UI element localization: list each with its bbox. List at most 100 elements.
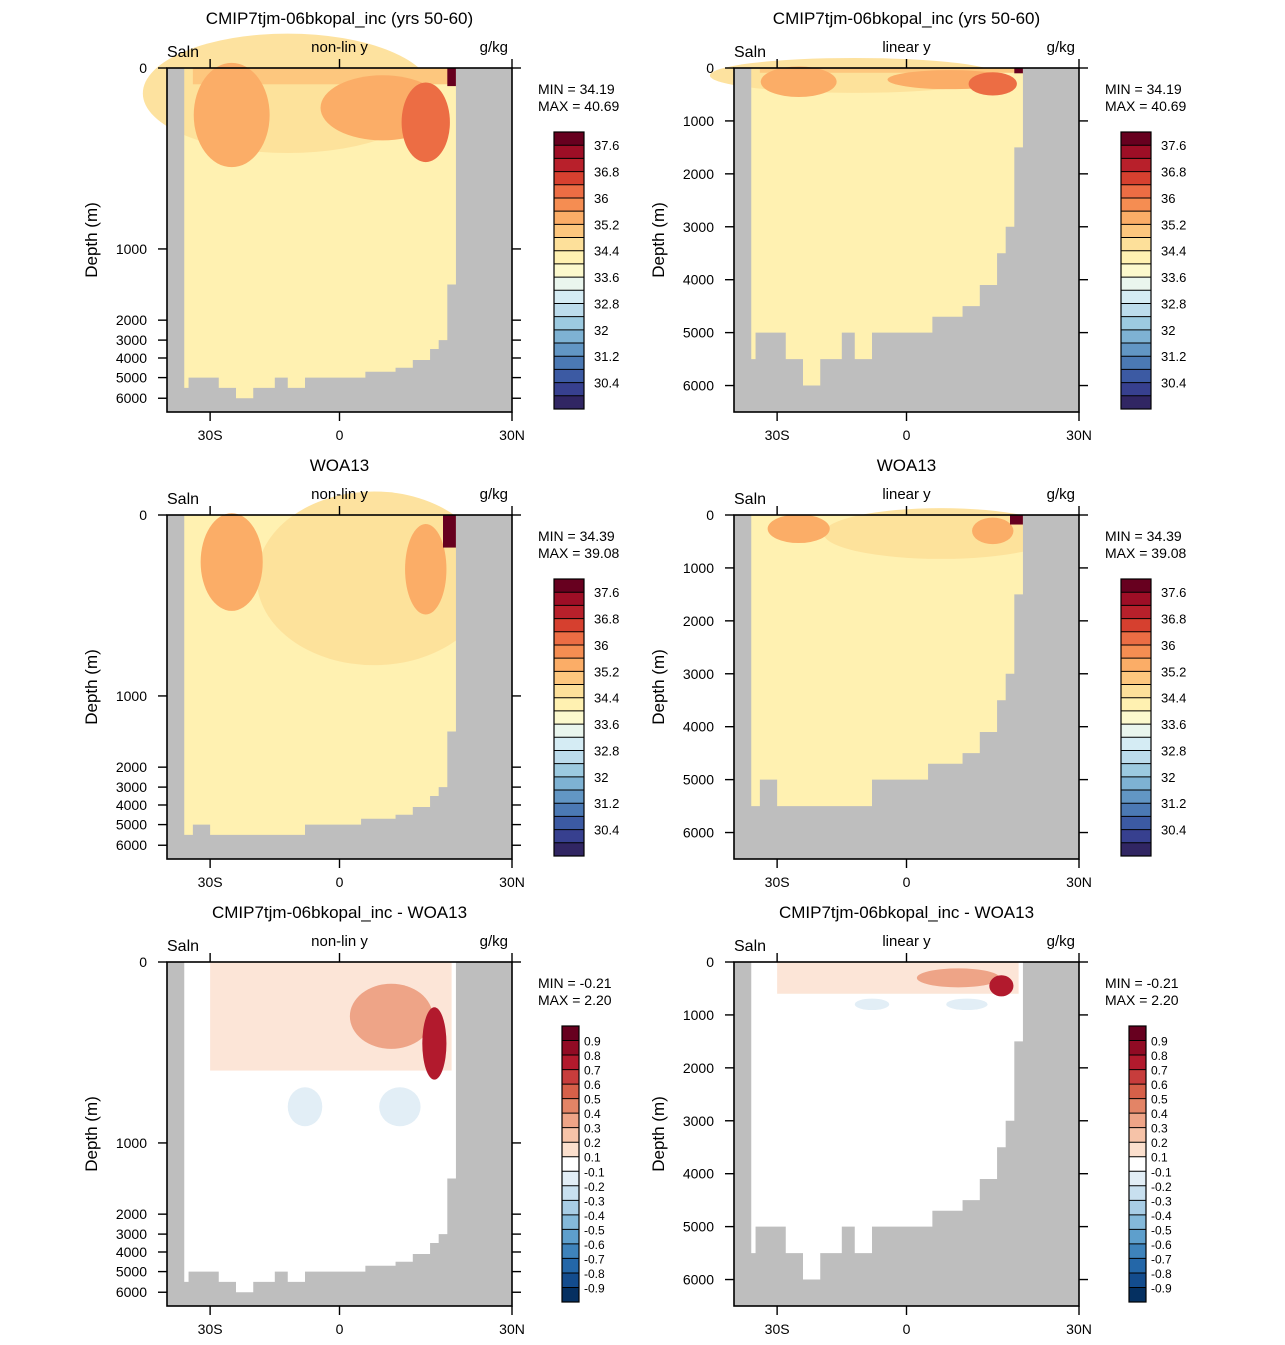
variable-label: Saln [734, 938, 766, 955]
colorbar-swatch [554, 184, 584, 199]
y-tick-label: 3000 [683, 1113, 714, 1129]
negative-anomaly [946, 998, 988, 1011]
panel-title: CMIP7tjm-06bkopal_inc (yrs 50-60) [773, 9, 1040, 28]
colorbar-swatch [554, 605, 584, 620]
colorbar-label: -0.1 [584, 1165, 605, 1179]
min-value: MIN = 34.19 [1105, 81, 1182, 97]
colorbar-swatch [562, 1026, 579, 1042]
colorbar-swatch [554, 132, 584, 146]
y-tick-label: 2000 [683, 166, 714, 182]
anomaly-core [422, 1007, 447, 1080]
anomaly-max [349, 983, 433, 1049]
north-core [401, 82, 450, 163]
colorbar-label: -0.9 [584, 1281, 605, 1295]
colorbar-label: 0.3 [584, 1122, 601, 1136]
colorbar-label: 0.9 [584, 1035, 601, 1049]
field-contours [200, 491, 492, 666]
colorbar-swatch [562, 1171, 579, 1187]
colorbar-swatch [1121, 842, 1151, 857]
colorbar-frame [1120, 578, 1152, 857]
y-tick-label: 1000 [116, 241, 147, 257]
colorbar-swatch [554, 303, 584, 318]
colorbar-label: -0.2 [1151, 1180, 1172, 1194]
colorbar-label: 36 [594, 638, 608, 653]
y-tick-label: 1000 [116, 1135, 147, 1151]
colorbar: 37.6 36.8 36 35.2 34.4 33.6 32.8 32 31.2 30.4 [1120, 578, 1186, 857]
anomaly-max [916, 968, 1000, 988]
south-max [760, 66, 837, 98]
y-tick-label: 6000 [683, 378, 714, 394]
colorbar-label: -0.4 [1151, 1209, 1172, 1223]
y-tick-label: 4000 [116, 350, 147, 366]
colorbar-swatch [554, 790, 584, 804]
x-tick-label: 30N [499, 427, 525, 443]
colorbar-swatch [1121, 724, 1151, 738]
colorbar-swatch [1129, 1287, 1146, 1303]
y-tick-label: 6000 [683, 825, 714, 841]
y-tick-label: 2000 [116, 312, 147, 328]
colorbar-label: 0.7 [1151, 1064, 1168, 1078]
y-axis-label: Depth (m) [82, 1096, 101, 1172]
colorbar: 0.90.80.70.60.50.40.30.20.1-0.1-0.2-0.3-… [1128, 1025, 1172, 1303]
x-tick-label: 30N [1066, 427, 1092, 443]
colorbar-label: 35.2 [1161, 217, 1186, 232]
min-value: MIN = 34.39 [538, 528, 615, 544]
colorbar-label: 0.9 [1151, 1035, 1168, 1049]
min-value: MIN = 34.39 [1105, 528, 1182, 544]
colorbar-swatch [554, 684, 584, 699]
y-tick-label: 3000 [683, 219, 714, 235]
x-tick-label: 30N [1066, 1321, 1092, 1337]
y-tick-label: 6000 [116, 837, 147, 853]
colorbar-swatch [1129, 1040, 1146, 1056]
land-mask [734, 515, 1079, 859]
x-tick-label: 30S [198, 1321, 223, 1337]
colorbar-frame [1120, 131, 1152, 410]
colorbar-swatch [562, 1287, 579, 1303]
y-tick-label: 4000 [683, 272, 714, 288]
colorbar-swatch [562, 1127, 579, 1143]
colorbar-label: -0.6 [1151, 1238, 1172, 1252]
x-tick-label: 30N [1066, 874, 1092, 890]
colorbar-frame [553, 578, 585, 857]
colorbar-swatch [554, 776, 584, 791]
colorbar-label: 36 [594, 191, 608, 206]
units-label: g/kg [1047, 39, 1075, 56]
colorbar-swatch [1121, 395, 1151, 410]
colorbar-label: 30.4 [594, 376, 619, 391]
land-mask [734, 962, 1079, 1306]
colorbar-swatch [1129, 1214, 1146, 1230]
colorbar-swatch [554, 658, 584, 672]
colorbar-swatch [1129, 1185, 1146, 1201]
land-mask [167, 515, 512, 859]
colorbar-swatch [1121, 829, 1151, 844]
colorbar-label: 36.8 [1161, 612, 1186, 627]
colorbar-label: 0.1 [1151, 1151, 1168, 1165]
colorbar-label: 0.7 [584, 1064, 601, 1078]
colorbar-swatch [554, 724, 584, 738]
colorbar-swatch [554, 829, 584, 844]
colorbar-label: 35.2 [594, 217, 619, 232]
colorbar-swatch [554, 803, 584, 817]
panel-title: CMIP7tjm-06bkopal_inc - WOA13 [212, 903, 467, 922]
y-tick-label: 0 [139, 954, 147, 970]
colorbar-swatch [562, 1272, 579, 1288]
colorbar-swatch [554, 250, 584, 265]
colorbar: 37.6 36.8 36 35.2 34.4 33.6 32.8 32 31.2 30.4 [553, 578, 619, 857]
colorbar-swatch [1129, 1171, 1146, 1187]
colorbar-swatch [1121, 132, 1151, 146]
y-tick-label: 3000 [116, 779, 147, 795]
x-tick-label: 30S [765, 427, 790, 443]
panel-6: 30S 0 30N 0 1000 2000 3000 4000 5000 6000 CMIP7tjm… [649, 903, 1179, 1337]
colorbar-label: 33.6 [1161, 270, 1186, 285]
colorbar-label: 33.6 [1161, 717, 1186, 732]
y-tick-label: 3000 [116, 1226, 147, 1242]
colorbar-swatch [1129, 1098, 1146, 1114]
colorbar-swatch [1121, 303, 1151, 318]
colorbar-swatch [562, 1214, 579, 1230]
colorbar-swatch [1121, 197, 1151, 212]
panel-2: 30S 0 30N 0 1000 2000 3000 4000 5000 6000 CMIP7tjm… [649, 9, 1187, 443]
panel-title: WOA13 [877, 456, 937, 475]
colorbar-swatch [554, 671, 584, 686]
panel-4: 30S 0 30N 0 1000 2000 3000 4000 5000 6000 WOA13 Sal… [649, 456, 1187, 890]
colorbar-swatch [554, 237, 584, 252]
